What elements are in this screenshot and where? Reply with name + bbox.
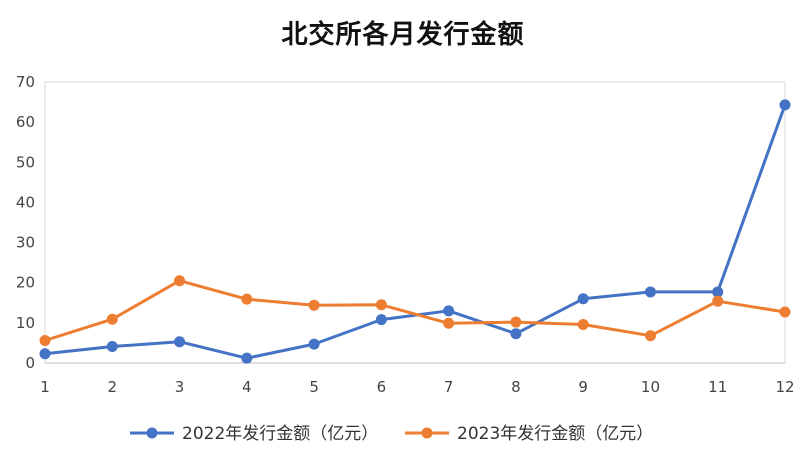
legend-marker xyxy=(146,427,158,439)
data-point xyxy=(39,348,51,360)
data-point xyxy=(241,352,253,364)
x-tick-label: 7 xyxy=(444,378,454,396)
data-point xyxy=(577,318,589,330)
series-2 xyxy=(39,275,791,347)
y-tick-label: 0 xyxy=(25,354,35,372)
chart-title: 北交所各月发行金额 xyxy=(281,20,525,50)
x-tick-label: 5 xyxy=(309,378,319,396)
data-point xyxy=(106,341,118,353)
y-tick-label: 70 xyxy=(16,73,35,91)
legend-label: 2023年发行金额（亿元） xyxy=(457,424,653,444)
y-tick-label: 30 xyxy=(16,234,35,252)
data-point xyxy=(443,305,455,317)
data-point xyxy=(510,316,522,328)
series-line xyxy=(43,279,787,342)
x-tick-label: 11 xyxy=(708,378,727,396)
data-point xyxy=(779,306,791,318)
x-tick-label: 6 xyxy=(377,378,387,396)
data-point xyxy=(375,314,387,326)
data-point xyxy=(308,338,320,350)
x-tick-label: 3 xyxy=(175,378,185,396)
data-point xyxy=(712,286,724,298)
x-tick-label: 4 xyxy=(242,378,252,396)
y-tick-label: 60 xyxy=(16,113,35,131)
x-axis-ticks: 1 2 3 4 5 6 7 8 9 10 11 12 xyxy=(40,378,794,396)
y-axis-ticks: 0 10 20 30 40 50 60 70 xyxy=(16,73,35,372)
data-point xyxy=(644,330,656,342)
data-point xyxy=(779,99,791,111)
data-point xyxy=(106,313,118,325)
series-1 xyxy=(39,99,791,364)
data-point xyxy=(241,293,253,305)
data-point xyxy=(577,293,589,305)
data-point xyxy=(443,317,455,329)
data-point xyxy=(644,286,656,298)
data-point xyxy=(39,335,51,347)
y-tick-label: 50 xyxy=(16,153,35,171)
data-point xyxy=(308,299,320,311)
y-tick-label: 10 xyxy=(16,314,35,332)
legend-label: 2022年发行金额（亿元） xyxy=(182,424,378,444)
data-point xyxy=(174,275,186,287)
x-tick-label: 12 xyxy=(775,378,794,396)
x-tick-label: 10 xyxy=(641,378,660,396)
legend-item: 2022年发行金额（亿元） xyxy=(130,424,378,444)
legend-marker xyxy=(421,427,433,439)
series-line xyxy=(43,103,787,360)
y-tick-label: 40 xyxy=(16,193,35,211)
data-point xyxy=(375,299,387,311)
series-layer xyxy=(39,99,791,364)
data-point xyxy=(510,328,522,340)
data-point xyxy=(712,295,724,307)
y-tick-label: 20 xyxy=(16,274,35,292)
x-tick-label: 1 xyxy=(40,378,50,396)
x-tick-label: 2 xyxy=(107,378,117,396)
legend: 2022年发行金额（亿元） 2023年发行金额（亿元） xyxy=(130,424,653,444)
plot-area-frame xyxy=(44,81,786,364)
x-tick-label: 8 xyxy=(511,378,521,396)
data-point xyxy=(174,336,186,348)
x-tick-label: 9 xyxy=(578,378,588,396)
legend-item: 2023年发行金额（亿元） xyxy=(405,424,653,444)
